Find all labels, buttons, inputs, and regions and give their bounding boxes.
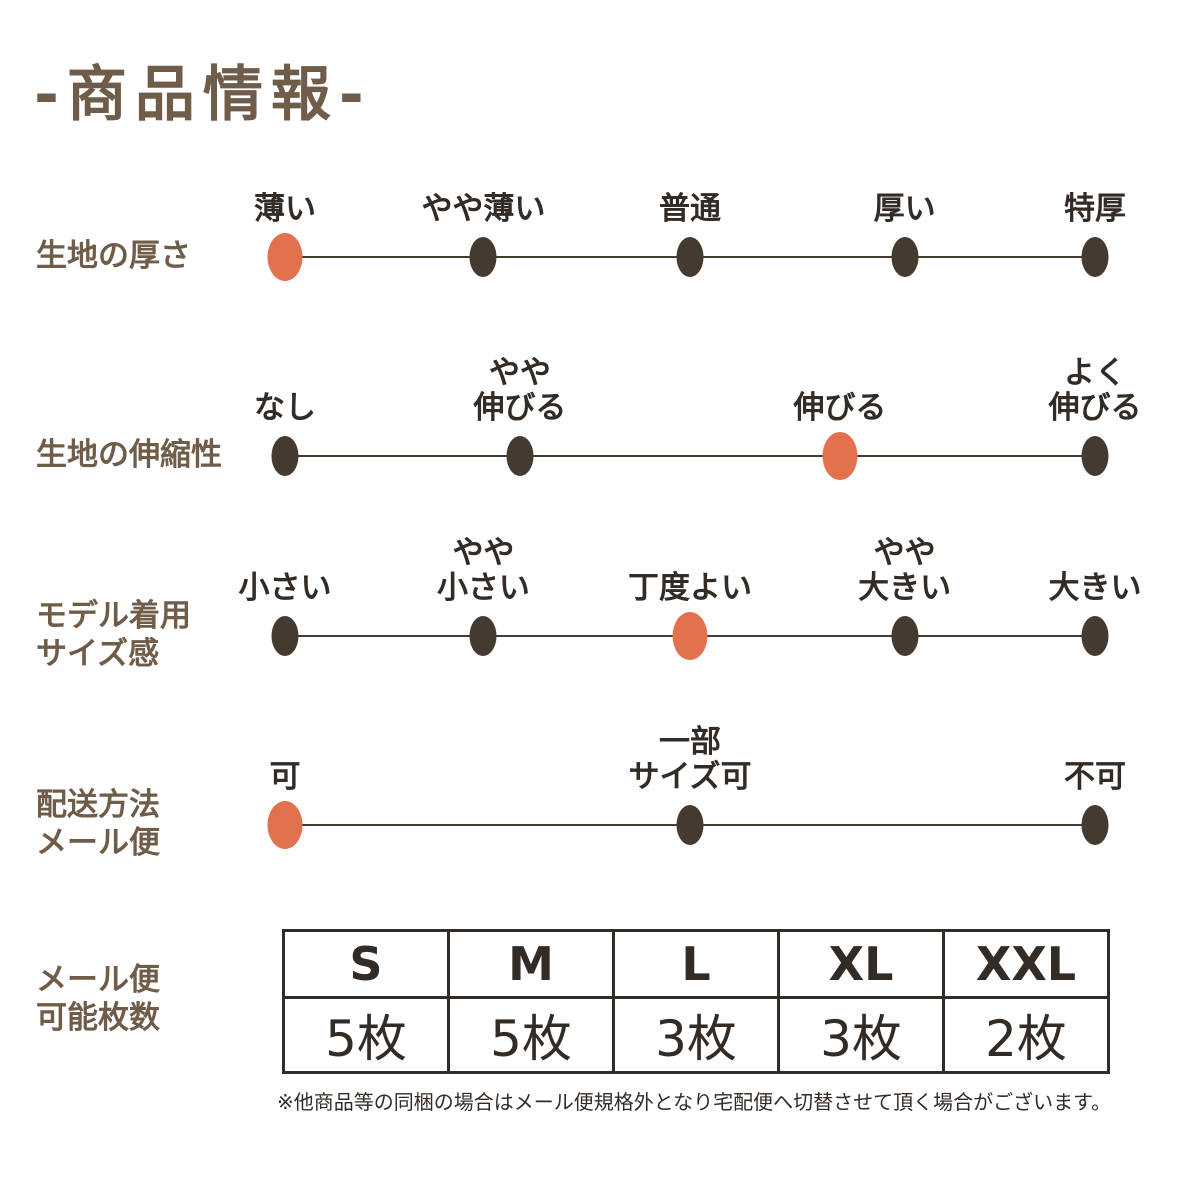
size-header-row: S M L XL XXL <box>282 929 1110 999</box>
label-line: 伸びる <box>793 389 887 426</box>
footnote: ※他商品等の同梱の場合はメール便規格外となり宅配便へ切替させて頂く場合がございま… <box>277 1090 1112 1114</box>
scale-option-label: やや 小さい <box>436 534 530 606</box>
label-line: メール便 <box>36 962 160 999</box>
page-title: -商品情報- <box>34 60 372 130</box>
size-header-cell: XXL <box>942 929 1110 999</box>
label-line: 伸びる <box>1048 389 1142 426</box>
label-line: なし <box>254 389 316 426</box>
scale-heading: モデル着用 サイズ感 <box>36 598 191 674</box>
size-header-cell: M <box>447 929 615 999</box>
label-line: やや薄い <box>421 190 546 227</box>
scale-dot <box>469 237 497 277</box>
scale-option-label: なし <box>254 389 316 426</box>
scale-option-label: 伸びる <box>793 389 887 426</box>
size-header-cell: L <box>612 929 780 999</box>
scale-option-label: 小さい <box>238 569 332 606</box>
label-line: サイズ可 <box>628 758 752 795</box>
label-line: 普通 <box>659 190 721 227</box>
label-line: 特厚 <box>1064 190 1126 227</box>
label-line: モデル着用 <box>36 598 191 635</box>
scale-dot-selected <box>822 432 858 480</box>
scale-dot <box>271 436 299 476</box>
label-line: 生地の伸縮性 <box>36 437 222 474</box>
quantity-value-row: 5枚 5枚 3枚 3枚 2枚 <box>282 996 1110 1074</box>
scale-option-label: 普通 <box>659 190 721 227</box>
scale-option-label: 不可 <box>1064 758 1126 795</box>
quantity-cell: 5枚 <box>282 996 450 1074</box>
scale-option-label: 可 <box>269 758 301 795</box>
label-line: 厚い <box>873 190 936 227</box>
label-line: やや <box>873 534 936 571</box>
scale-heading: 生地の伸縮性 <box>36 437 222 475</box>
scale-option-label: 特厚 <box>1064 190 1126 227</box>
scale-line <box>285 455 1095 457</box>
size-header-cell: S <box>282 929 450 999</box>
label-line: メール便 <box>36 825 160 861</box>
label-line: サイズ感 <box>36 636 160 672</box>
scale-heading: 生地の厚さ <box>36 238 191 276</box>
label-line: 可能枚数 <box>36 1000 160 1036</box>
label-line: やや <box>488 354 551 391</box>
quantity-cell: 2枚 <box>942 996 1110 1074</box>
quantity-cell: 3枚 <box>612 996 780 1074</box>
label-line: 大きい <box>1048 569 1142 606</box>
scale-dot-selected <box>267 233 303 281</box>
mail-quantity-heading: メール便 可能枚数 <box>36 962 160 1038</box>
label-line: 丁度よい <box>628 569 752 606</box>
scale-dot <box>676 237 704 277</box>
label-line: 大きい <box>858 569 952 606</box>
scale-heading: 配送方法 メール便 <box>36 787 160 863</box>
scale-dot <box>676 805 704 845</box>
scale-dot <box>1081 616 1109 656</box>
label-line: 一部 <box>658 723 721 760</box>
label-line: 可 <box>269 758 301 795</box>
scale-option-label: やや 伸びる <box>473 354 567 426</box>
mail-quantity-table: S M L XL XXL 5枚 5枚 3枚 3枚 2枚 <box>282 929 1110 1074</box>
label-line: 小さい <box>436 569 530 606</box>
scale-dot <box>1081 237 1109 277</box>
scale-dot <box>469 616 497 656</box>
quantity-cell: 5枚 <box>447 996 615 1074</box>
scale-dot <box>1081 436 1109 476</box>
scale-option-label: やや 大きい <box>858 534 952 606</box>
scale-option-label: 丁度よい <box>628 569 752 606</box>
label-line: 伸びる <box>473 389 567 426</box>
mail-quantity-table-head: S M L XL XXL <box>282 929 1110 999</box>
scale-option-label: 大きい <box>1048 569 1142 606</box>
mail-quantity-table-body: 5枚 5枚 3枚 3枚 2枚 <box>282 996 1110 1074</box>
scale-option-label: 薄い <box>254 190 316 227</box>
label-line: 小さい <box>238 569 332 606</box>
size-header-cell: XL <box>777 929 945 999</box>
label-line: 薄い <box>254 190 316 227</box>
scale-dot <box>891 616 919 656</box>
label-line: 不可 <box>1064 758 1126 795</box>
quantity-cell: 3枚 <box>777 996 945 1074</box>
scale-option-label: 厚い <box>873 190 936 227</box>
label-line: よく <box>1064 354 1126 391</box>
label-line: 配送方法 <box>36 787 160 824</box>
scale-option-label: よく 伸びる <box>1048 354 1142 426</box>
scale-dot <box>271 616 299 656</box>
scale-dot-selected <box>672 612 708 660</box>
scale-dot <box>1081 805 1109 845</box>
scale-option-label: やや薄い <box>421 190 546 227</box>
scale-dot-selected <box>267 801 303 849</box>
label-line: やや <box>452 534 515 571</box>
scale-option-label: 一部 サイズ可 <box>628 723 752 795</box>
label-line: 生地の厚さ <box>36 238 191 275</box>
scale-dot <box>891 237 919 277</box>
scale-dot <box>506 436 534 476</box>
